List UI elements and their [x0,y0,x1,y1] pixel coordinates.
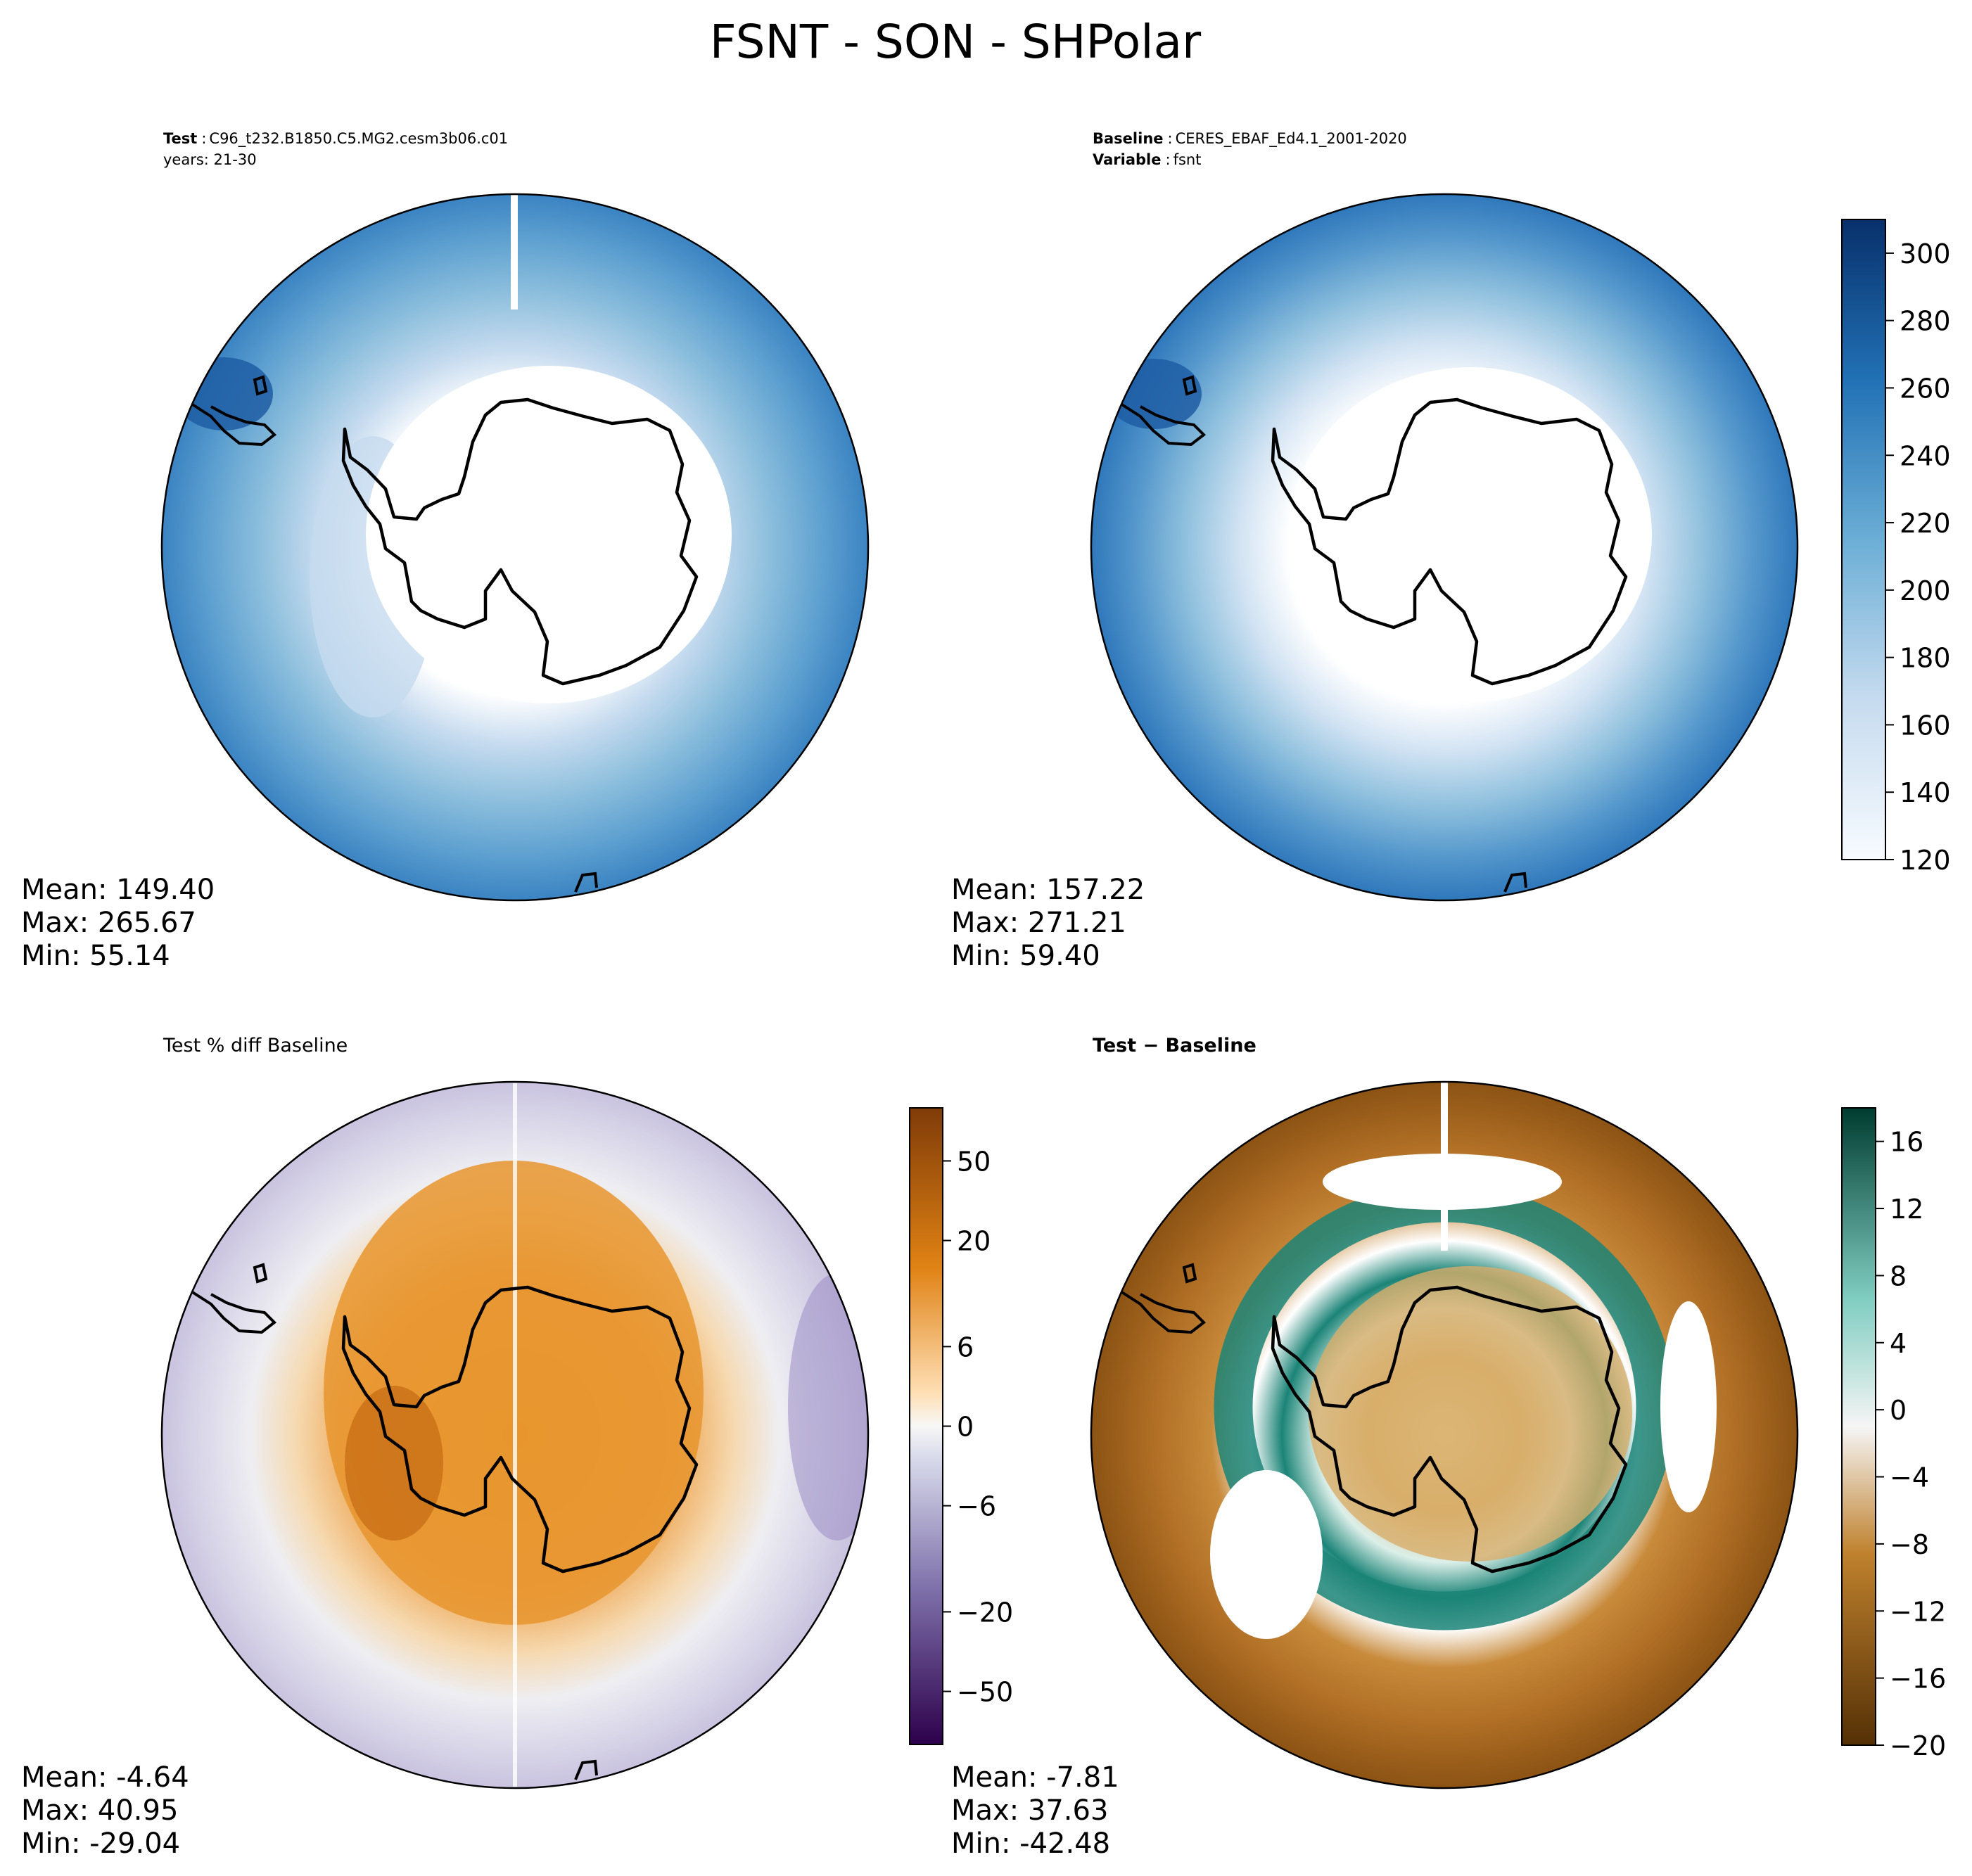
test-bottom-island [574,872,598,893]
colorbar-top-tick-label: 260 [1900,373,1951,404]
colorbar-top: 120 140 160 180 200 220 240 260 280 300 [1841,219,1951,876]
test-antarctica-coast [341,397,699,686]
test-island [253,375,268,396]
colorbar-top-tick-label: 120 [1900,845,1951,876]
panel-diff: Test − Baseline Mean: -7.81 Max: 37.63 M… [951,1035,1799,1860]
diff-map-inner-tan [1309,1266,1632,1562]
colorbar-pct-diff: −50 −20 −6 0 6 20 50 [909,1107,1013,1745]
baseline-mean: Mean: 157.22 [951,874,1145,906]
colorbar-top-tick-label: 140 [1900,777,1951,808]
colorbar-pct-diff-tick-label: −6 [957,1491,996,1522]
colorbar-pct-diff-tick-label: −50 [957,1677,1013,1708]
test-years: years: 21-30 [163,151,257,168]
colorbar-pct-diff-bar [909,1107,943,1745]
panel-pct-diff: Test % diff Baseline Mean: -4.64 Max: 40… [21,1035,870,1860]
panel-baseline: Baseline: CERES_EBAF_Ed4.1_2001-2020 Vari… [951,130,1799,972]
diff-south-america [1119,1290,1207,1334]
pct-diff-max: Max: 40.95 [21,1794,178,1827]
colorbar-diff-tick-label: −4 [1890,1462,1929,1493]
diff-map-white-gap-right [1660,1301,1717,1512]
diff-title: Test − Baseline [1093,1035,1257,1057]
pct-diff-min: Min: -29.04 [21,1827,180,1860]
colorbar-diff-tick-label: 12 [1890,1194,1923,1225]
colorbar-diff-tick-label: 4 [1890,1328,1907,1359]
test-label: Test: C96_t232.B1850.C5.MG2.cesm3b06.c01 [163,130,508,148]
pct-diff-map-seam [513,1083,517,1787]
baseline-label-sep: : [1168,130,1173,147]
test-label-key: Test [163,130,197,147]
test-label-value: C96_t232.B1850.C5.MG2.cesm3b06.c01 [209,130,508,148]
test-map [162,194,868,900]
baseline-variable-value: fsnt [1173,151,1202,168]
baseline-variable-key: Variable [1093,151,1161,168]
diff-map-seam [1441,1082,1448,1251]
colorbar-top-tick-label: 220 [1900,508,1951,539]
test-map-boundary [160,193,870,902]
diff-min: Min: -42.48 [951,1827,1110,1860]
diff-map-white-gap-left [1210,1470,1323,1639]
colorbar-diff-tick-label: −20 [1890,1730,1946,1761]
colorbar-diff-tick-label: 8 [1890,1261,1907,1291]
colorbar-diff-bar [1841,1107,1876,1746]
colorbar-pct-diff-tick-label: 6 [957,1332,974,1363]
diff-antarctica-coast [1271,1285,1628,1574]
panel-test: Test: C96_t232.B1850.C5.MG2.cesm3b06.c01 … [21,130,870,972]
colorbar-top-tick-label: 300 [1900,238,1951,269]
colorbar-top-bar [1841,219,1886,860]
colorbar-top-tick-label: 240 [1900,440,1951,471]
test-max: Max: 265.67 [21,907,196,939]
colorbar-diff-tick-label: −12 [1890,1596,1946,1627]
baseline-variable: Variable: fsnt [1093,151,1201,168]
baseline-variable-sep: : [1165,151,1170,168]
baseline-south-america [1119,402,1207,447]
test-map-white-core [366,366,732,703]
baseline-label-key: Baseline [1093,130,1164,147]
colorbar-diff: −20 −16 −12 −8 −4 0 4 8 12 16 [1841,1107,1946,1761]
baseline-label-value: CERES_EBAF_Ed4.1_2001-2020 [1176,130,1407,148]
figure-title: FSNT - SON - SHPolar [710,15,1202,69]
pct-diff-bottom-island [574,1759,598,1780]
colorbar-top-tick-label: 160 [1900,710,1951,741]
diff-map-boundary [1090,1080,1799,1789]
colorbar-diff-tick-label: 16 [1890,1127,1923,1158]
test-mean: Mean: 149.40 [21,874,215,906]
baseline-max: Max: 271.21 [951,907,1126,939]
pct-diff-map-purple-edge [788,1273,868,1540]
colorbar-diff-tick-label: −16 [1890,1664,1946,1695]
colorbar-top-tick-label: 180 [1900,643,1951,674]
baseline-min: Min: 59.40 [951,940,1100,972]
pct-diff-map [162,1082,868,1788]
colorbar-pct-diff-tick-label: 0 [957,1412,974,1443]
diff-max: Max: 37.63 [951,1794,1108,1827]
test-label-sep: : [201,130,206,147]
colorbar-diff-tick-label: −8 [1890,1529,1929,1560]
baseline-antarctica-coast [1271,397,1628,686]
colorbar-top-tick-label: 280 [1900,306,1951,337]
baseline-map-boundary [1090,193,1799,902]
baseline-island [1182,375,1197,396]
baseline-bottom-island [1503,872,1527,893]
colorbar-pct-diff-tick-label: −20 [957,1597,1013,1628]
colorbar-pct-diff-tick-label: 20 [957,1226,991,1257]
diff-map [1091,1082,1798,1788]
pct-diff-south-america [190,1290,277,1334]
test-min: Min: 55.14 [21,940,170,972]
diff-mean: Mean: -7.81 [951,1761,1119,1794]
baseline-map-white-core [1289,367,1652,702]
pct-diff-mean: Mean: -4.64 [21,1761,189,1794]
baseline-map [1091,194,1798,900]
colorbar-pct-diff-tick-label: 50 [957,1146,991,1177]
colorbar-top-tick-label: 200 [1900,575,1951,606]
diff-island [1182,1263,1197,1284]
colorbar-diff-tick-label: 0 [1890,1395,1907,1426]
baseline-label: Baseline: CERES_EBAF_Ed4.1_2001-2020 [1093,130,1407,148]
pct-diff-title: Test % diff Baseline [163,1035,348,1057]
test-south-america [190,402,277,447]
pct-diff-antarctica-coast [341,1285,699,1574]
pct-diff-island [253,1263,268,1284]
pct-diff-map-boundary [160,1080,870,1789]
pct-diff-map-dark-orange [345,1386,443,1540]
test-map-seam [511,194,518,310]
